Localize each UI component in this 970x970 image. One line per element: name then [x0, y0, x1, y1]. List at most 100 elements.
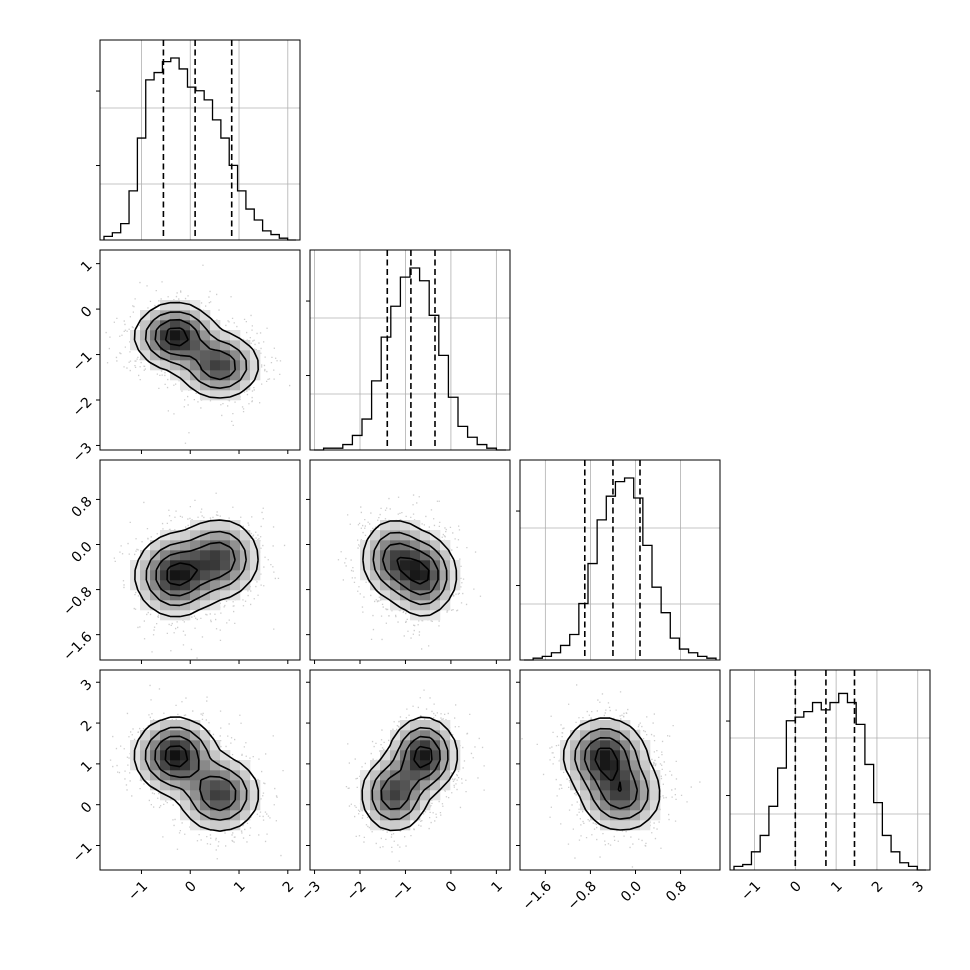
panel-frame — [99, 669, 301, 871]
density-cell — [250, 560, 261, 571]
density-cell — [140, 590, 151, 601]
density-cell — [240, 540, 251, 551]
density-cell — [210, 600, 221, 611]
density-cell — [380, 520, 391, 531]
density-cell — [420, 800, 431, 811]
density-cell — [210, 570, 221, 581]
density-cell — [140, 770, 151, 781]
density-cell — [400, 730, 411, 741]
density-cell — [380, 790, 391, 801]
density-cell — [440, 590, 451, 601]
density-cell — [410, 760, 421, 771]
density-cell — [200, 770, 211, 781]
density-cell — [410, 550, 421, 561]
density-cell — [620, 770, 631, 781]
density-cell — [160, 600, 171, 611]
density-cell — [160, 320, 171, 331]
y-tick-label: 0.0 — [69, 539, 96, 566]
density-cell — [170, 300, 181, 311]
density-cell — [610, 820, 621, 831]
density-cell — [170, 720, 181, 731]
marginal-panel-2 — [516, 459, 721, 661]
density-cell — [440, 750, 451, 761]
density-cell — [180, 570, 191, 581]
density-cell — [140, 730, 151, 741]
density-cell — [590, 790, 601, 801]
density-cell — [170, 750, 181, 761]
density-cell — [440, 720, 451, 731]
density-cell — [580, 770, 591, 781]
density-cell — [230, 340, 241, 351]
density-cell — [570, 770, 581, 781]
density-cell — [390, 770, 401, 781]
density-cell — [190, 370, 201, 381]
density-cell — [570, 780, 581, 791]
density-cell — [230, 760, 241, 771]
density-cell — [190, 780, 201, 791]
panel-content — [109, 684, 284, 860]
x-tick-label: −1 — [738, 878, 764, 904]
density-cell — [220, 580, 231, 591]
density-cell — [200, 320, 211, 331]
density-cell — [200, 530, 211, 541]
marginal-panel-1 — [306, 249, 511, 451]
density-cell — [210, 780, 221, 791]
density-cell — [360, 800, 371, 811]
density-cell — [420, 530, 431, 541]
contour-level-0 — [133, 716, 260, 832]
y-tick-label: 0 — [78, 799, 96, 817]
density-cell — [440, 730, 451, 741]
contour-level-1 — [574, 727, 649, 820]
density-cell — [150, 600, 161, 611]
density-cell — [370, 790, 381, 801]
density-cell — [360, 770, 371, 781]
density-cell — [600, 720, 611, 731]
density-cell — [430, 540, 441, 551]
density-cell — [400, 770, 411, 781]
density-cell — [430, 750, 441, 761]
density-cell — [210, 760, 221, 771]
y-tick-label: 1 — [78, 258, 96, 276]
density-cell — [640, 770, 651, 781]
density-cell — [180, 580, 191, 591]
density-cell — [170, 790, 181, 801]
density-cell — [140, 350, 151, 361]
density-cell — [390, 760, 401, 771]
density-cell — [630, 820, 641, 831]
density-cell — [410, 530, 421, 541]
density-cell — [180, 380, 191, 391]
density-cell — [180, 590, 191, 601]
density-cell — [630, 790, 641, 801]
density-cell — [210, 530, 221, 541]
density-cell — [190, 560, 201, 571]
density-cell — [590, 770, 601, 781]
density-cell — [370, 780, 381, 791]
density-cell — [610, 760, 621, 771]
density-cell — [200, 800, 211, 811]
density-cell — [150, 580, 161, 591]
density-cell — [230, 800, 241, 811]
density-cell — [600, 750, 611, 761]
panel-frame — [99, 39, 301, 241]
density-cell — [380, 540, 391, 551]
density-cell — [600, 730, 611, 741]
x-tick-label: −2 — [344, 878, 370, 904]
density-cell — [390, 560, 401, 571]
density-cell — [220, 370, 231, 381]
density-cell — [200, 360, 211, 371]
density-cell — [230, 520, 241, 531]
density-cell — [240, 360, 251, 371]
contour-level-3 — [166, 562, 199, 587]
density-cell — [170, 320, 181, 331]
density-cell — [390, 580, 401, 591]
density-cell — [160, 730, 171, 741]
density-cell — [420, 740, 431, 751]
density-cell — [250, 800, 261, 811]
density-cell — [210, 560, 221, 571]
density-cell — [380, 570, 391, 581]
density-cell — [220, 530, 231, 541]
x-tick-label: −1 — [389, 878, 415, 904]
density-cell — [150, 740, 161, 751]
density-cell — [180, 300, 191, 311]
density-cell — [180, 600, 191, 611]
